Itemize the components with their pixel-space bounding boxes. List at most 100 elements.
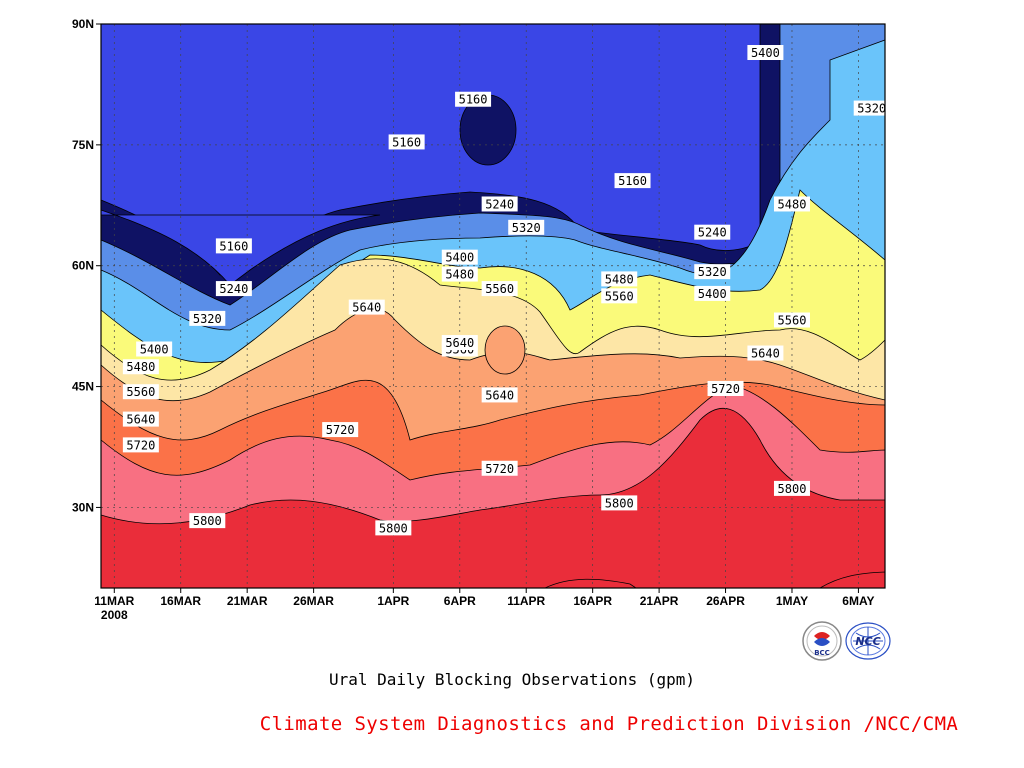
plot-frame bbox=[100, 23, 886, 589]
x-tick-label: 21MAR bbox=[227, 594, 268, 608]
contour-label: 5720 bbox=[485, 462, 514, 476]
contour-label: 5320 bbox=[857, 102, 886, 116]
contour-label-bg bbox=[122, 437, 159, 453]
contour-labels: 5720 5640 5560 5480 5400 5800 5320 5240 5160 5720… bbox=[122, 45, 890, 536]
contour-label: 5640 bbox=[485, 388, 514, 402]
x-tick-label: 16MAR bbox=[160, 594, 201, 608]
contour-label-bg bbox=[122, 411, 159, 427]
axes: 11MAR 16MAR 21MAR 26MAR 1APR 6APR 11APR 16APR 21… bbox=[72, 17, 886, 622]
contour-chart: 5720 5640 5560 5480 5400 5800 5320 5240 5160 5720… bbox=[71, 17, 890, 622]
y-tick-label: 30N bbox=[72, 500, 94, 514]
contour-label-bg bbox=[853, 100, 890, 116]
contour-label-bg bbox=[481, 387, 518, 403]
contour-label: 5160 bbox=[392, 135, 421, 149]
svg-text:BCC: BCC bbox=[814, 649, 830, 657]
contour-label: 5800 bbox=[605, 496, 634, 510]
contour-label: 5640 bbox=[126, 413, 155, 427]
y-tick-label: 60N bbox=[72, 259, 94, 273]
contour-label: 5560 bbox=[485, 282, 514, 296]
contour-label: 5480 bbox=[126, 360, 155, 374]
contour-label: 5160 bbox=[618, 174, 647, 188]
contour-label-bg bbox=[694, 285, 731, 301]
contour-label-bg bbox=[481, 196, 518, 212]
ncc-logo: NCC bbox=[845, 622, 891, 660]
contour-label-bg bbox=[215, 281, 252, 297]
contour-label: 5720 bbox=[326, 423, 355, 437]
x-tick-label: 1APR bbox=[377, 594, 409, 608]
contour-label-bg bbox=[601, 495, 638, 511]
contour-label: 5640 bbox=[751, 347, 780, 361]
contour-label-bg bbox=[508, 219, 545, 235]
contour-label: 5320 bbox=[193, 312, 222, 326]
x-tick-label: 6MAY bbox=[842, 594, 874, 608]
x-tick-label: 16APR bbox=[573, 594, 612, 608]
contour-label: 5720 bbox=[126, 438, 155, 452]
contour-label-bg bbox=[601, 288, 638, 304]
credit-line: Climate System Diagnostics and Predictio… bbox=[259, 713, 959, 735]
contour-label-bg bbox=[481, 460, 518, 476]
contour-label: 5240 bbox=[219, 282, 248, 296]
y-tick-label: 45N bbox=[72, 380, 94, 394]
chart-caption: Ural Daily Blocking Observations (gpm) bbox=[328, 670, 696, 689]
x-tick-label: 11MAR bbox=[94, 594, 134, 608]
x-tick-label: 21APR bbox=[640, 594, 679, 608]
contour-label: 5480 bbox=[778, 197, 807, 211]
contour-label: 5160 bbox=[219, 239, 248, 253]
contour-label: 5400 bbox=[140, 343, 169, 357]
contour-label-bg bbox=[136, 341, 173, 357]
contour-label: 5400 bbox=[698, 287, 727, 301]
contour-label-bg bbox=[388, 134, 425, 150]
contour-label-bg bbox=[773, 480, 810, 496]
contour-label: 5240 bbox=[698, 226, 727, 240]
grid-lines bbox=[101, 24, 885, 588]
x-tick-label: 26MAR bbox=[293, 594, 334, 608]
contour-label-bg bbox=[375, 520, 412, 536]
x-tick-label: 6APR bbox=[444, 594, 476, 608]
contour-label: 5720 bbox=[711, 382, 740, 396]
contour-band bbox=[100, 23, 761, 276]
contour-label: 5480 bbox=[445, 268, 474, 282]
contour-label-bg bbox=[455, 91, 492, 107]
x-tick-label: 1MAY bbox=[776, 594, 808, 608]
x-year-label: 2008 bbox=[101, 608, 128, 622]
contour-band bbox=[544, 578, 638, 589]
contour-label-bg bbox=[694, 224, 731, 240]
contour-label: 5800 bbox=[379, 521, 408, 535]
contour-label-bg bbox=[322, 422, 359, 438]
contour-label: 5400 bbox=[445, 251, 474, 265]
contour-label-bg bbox=[773, 312, 810, 328]
contour-label-bg bbox=[122, 359, 159, 375]
contour-label-bg bbox=[441, 266, 478, 282]
contour-label-bg bbox=[601, 271, 638, 287]
contour-label: 5560 bbox=[778, 314, 807, 328]
contour-label: 5240 bbox=[485, 197, 514, 211]
y-tick-label: 75N bbox=[72, 138, 94, 152]
contour-label: 5480 bbox=[605, 272, 634, 286]
contour-label: 5560 bbox=[126, 385, 155, 399]
contour-label-bg bbox=[707, 380, 744, 396]
contour-label: 5400 bbox=[751, 46, 780, 60]
contour-label: 5560 bbox=[605, 289, 634, 303]
contour-label-bg bbox=[614, 173, 651, 189]
contour-label-bg bbox=[189, 310, 226, 326]
y-tick-label: 90N bbox=[72, 17, 94, 31]
contour-label-bg bbox=[215, 238, 252, 254]
svg-text:NCC: NCC bbox=[855, 635, 880, 648]
contour-label-bg bbox=[441, 249, 478, 265]
x-tick-label: 26APR bbox=[706, 594, 745, 608]
bcc-logo: BCC bbox=[802, 621, 842, 661]
contour-cell-high bbox=[484, 325, 526, 375]
contour-label-bg bbox=[189, 513, 226, 529]
contour-label-bg bbox=[481, 281, 518, 297]
contour-label-bg bbox=[747, 345, 784, 361]
contour-bands bbox=[100, 23, 886, 589]
contour-label-bg bbox=[348, 299, 385, 315]
x-tick-label: 11APR bbox=[507, 594, 545, 608]
contour-label: 5160 bbox=[459, 93, 488, 107]
contour-label: 5640 bbox=[445, 336, 474, 350]
contour-label: 5320 bbox=[512, 221, 541, 235]
contour-label: 5800 bbox=[193, 514, 222, 528]
contour-label: 5800 bbox=[778, 482, 807, 496]
contour-label: 5640 bbox=[352, 301, 381, 315]
contour-label-bg bbox=[747, 45, 784, 61]
